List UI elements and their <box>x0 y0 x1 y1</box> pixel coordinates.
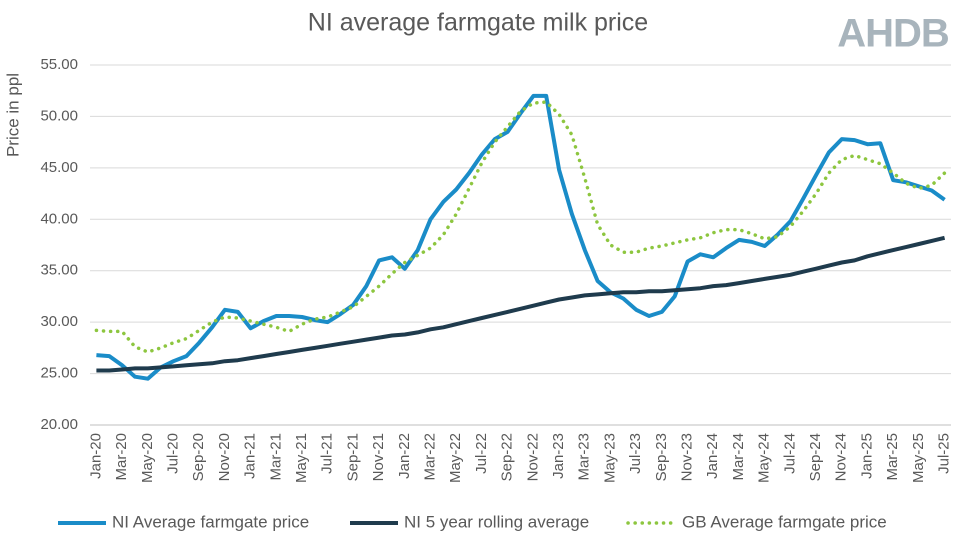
x-tick-label: Jul-20 <box>164 433 181 474</box>
x-tick-label: Jul-25 <box>936 433 953 474</box>
x-tick-label: Mar-25 <box>884 433 901 481</box>
x-tick-label: May-24 <box>756 433 773 483</box>
x-tick-label: Mar-21 <box>267 433 284 481</box>
x-tick-label: May-22 <box>447 433 464 483</box>
x-tick-label: Nov-24 <box>833 433 850 481</box>
y-tick-label: 30.00 <box>40 313 78 330</box>
x-tick-label: Nov-21 <box>370 433 387 481</box>
y-tick-label: 25.00 <box>40 365 78 382</box>
x-tick-label: Jul-21 <box>319 433 336 474</box>
x-tick-label: Sep-23 <box>653 433 670 481</box>
x-tick-label: May-25 <box>910 433 927 483</box>
legend-label: GB Average farmgate price <box>682 512 887 531</box>
x-tick-label: Jan-24 <box>704 433 721 479</box>
x-tick-label: Jul-24 <box>781 433 798 474</box>
x-tick-label: Mar-24 <box>730 433 747 481</box>
chart-title: NI average farmgate milk price <box>308 9 648 37</box>
y-tick-label: 55.00 <box>40 56 78 73</box>
data-line <box>94 100 947 354</box>
x-tick-label: May-20 <box>139 433 156 483</box>
x-tick-label: Nov-20 <box>216 433 233 481</box>
x-tick-label: May-23 <box>601 433 618 483</box>
y-tick-label: 20.00 <box>40 416 78 433</box>
data-line <box>96 93 946 381</box>
x-tick-label: May-21 <box>293 433 310 483</box>
x-tick-label: Sep-22 <box>499 433 516 481</box>
legend-label: NI Average farmgate price <box>112 512 309 531</box>
y-tick-label: 50.00 <box>40 107 78 124</box>
y-tick-label: 45.00 <box>40 159 78 176</box>
x-tick-label: Mar-23 <box>576 433 593 481</box>
data-line <box>96 235 946 373</box>
legend-label: NI 5 year rolling average <box>404 512 589 531</box>
logo: AHDB <box>837 12 949 56</box>
x-tick-label: Jan-23 <box>550 433 567 479</box>
x-tick-label: Mar-22 <box>422 433 439 481</box>
x-tick-label: Nov-22 <box>524 433 541 481</box>
x-tick-label: Sep-24 <box>807 433 824 481</box>
x-tick-label: Jan-25 <box>858 433 875 479</box>
x-tick-label: Jul-22 <box>473 433 490 474</box>
x-tick-label: Jan-20 <box>87 433 104 479</box>
x-tick-label: Jul-23 <box>627 433 644 474</box>
x-tick-label: Jan-21 <box>242 433 259 479</box>
x-tick-label: Nov-23 <box>679 433 696 481</box>
x-tick-label: Sep-21 <box>344 433 361 481</box>
y-tick-label: 35.00 <box>40 262 78 279</box>
y-axis-label: Price in ppl <box>3 73 22 157</box>
x-tick-label: Mar-20 <box>113 433 130 481</box>
x-tick-label: Sep-20 <box>190 433 207 481</box>
y-tick-label: 40.00 <box>40 210 78 227</box>
x-tick-label: Jan-22 <box>396 433 413 479</box>
